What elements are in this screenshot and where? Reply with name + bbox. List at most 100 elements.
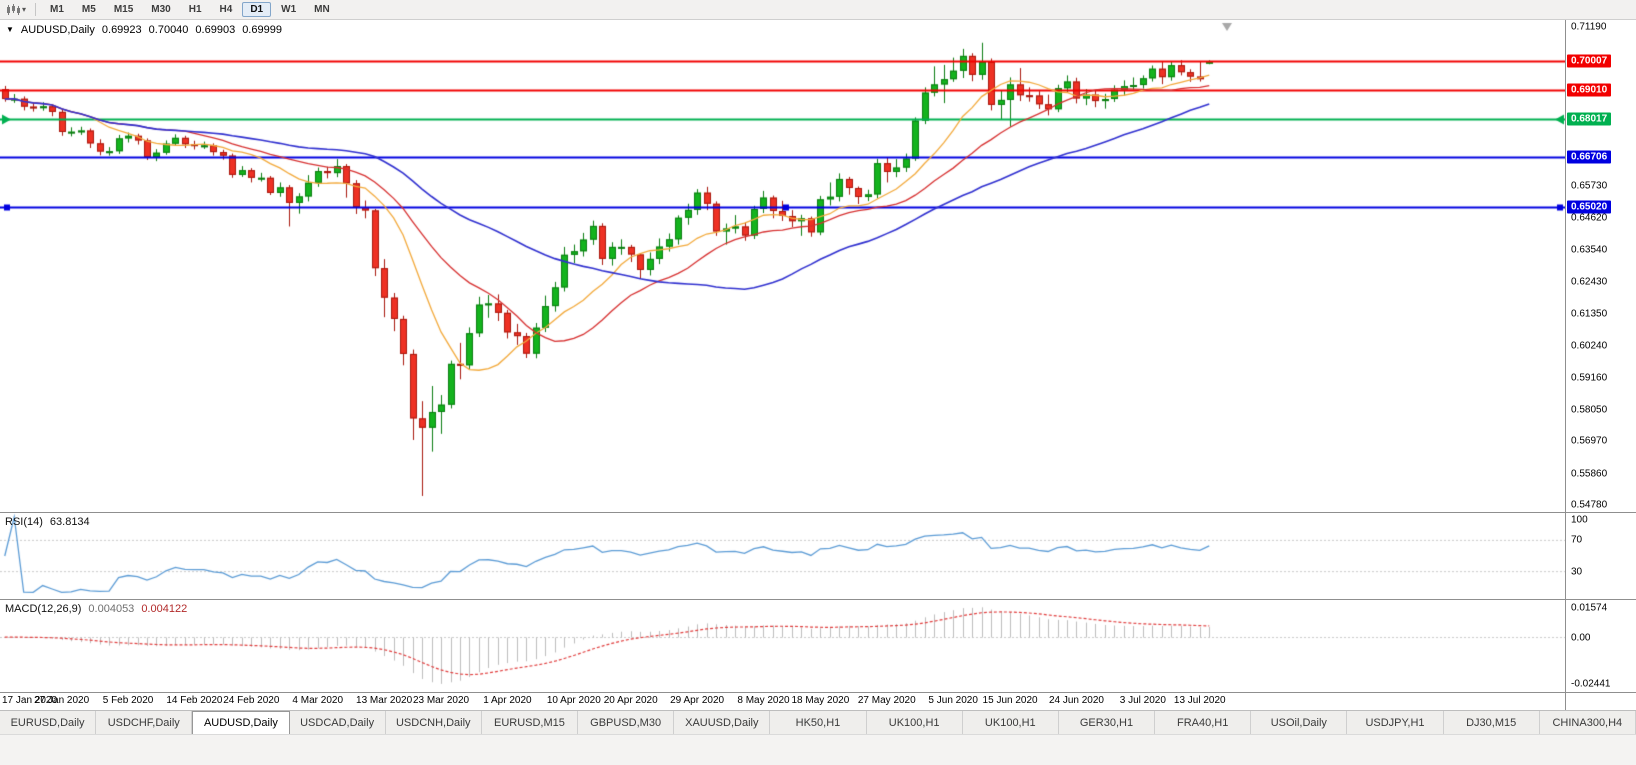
- tab-usdjpy-h1[interactable]: USDJPY,H1: [1347, 711, 1444, 734]
- date-label: 4 Mar 2020: [292, 695, 344, 706]
- macd-zero-label: 0.00: [1571, 632, 1591, 643]
- tab-fra40-h1[interactable]: FRA40,H1: [1155, 711, 1252, 734]
- price-level-badge: 0.70007: [1567, 54, 1612, 68]
- date-label: 5 Jun 2020: [928, 695, 978, 706]
- timeframe-button-mn[interactable]: MN: [314, 4, 330, 15]
- price-tick-label: 0.54780: [1571, 499, 1608, 511]
- date-label: 24 Jun 2020: [1048, 695, 1104, 706]
- price-tick-label: 0.55860: [1571, 468, 1608, 480]
- price-tick-label: 0.59160: [1571, 372, 1608, 384]
- date-label: 27 Jan 2020: [34, 695, 90, 706]
- macd-main-value: 0.004053: [88, 603, 135, 615]
- chart-marker-icon: ▼: [6, 25, 14, 34]
- rsi-panel: RSI(14) 63.8134 100 70 30: [0, 512, 1636, 599]
- price-level-badge: 0.69010: [1567, 83, 1612, 97]
- tab-usdcnh-daily[interactable]: USDCNH,Daily: [386, 711, 482, 734]
- status-bar: [0, 734, 1636, 765]
- time-axis[interactable]: 17 Jan 2020 27 Jan 2020 5 Feb 2020 14 Feb 2…: [0, 692, 1636, 710]
- tab-usoil-daily[interactable]: USOil,Daily: [1251, 711, 1348, 734]
- rsi-level-label: 100: [1571, 514, 1588, 526]
- tab-ger30-h1[interactable]: GER30,H1: [1059, 711, 1156, 734]
- date-label: 13 Jul 2020: [1173, 695, 1226, 706]
- price-level-badge: 0.65020: [1567, 200, 1612, 214]
- macd-axis[interactable]: 0.01574 0.00 -0.02441: [1565, 600, 1636, 692]
- ohlc-open-value: 0.69923: [101, 24, 142, 36]
- tab-china300-h4[interactable]: CHINA300,H4: [1540, 711, 1636, 734]
- tab-eurusd-m15[interactable]: EURUSD,M15: [482, 711, 579, 734]
- rsi-level-label: 30: [1571, 566, 1583, 578]
- price-tick-label: 0.58050: [1571, 404, 1608, 416]
- date-label: 13 Mar 2020: [356, 695, 413, 706]
- ohlc-high-value: 0.70040: [148, 24, 189, 36]
- date-label: 17 Jan 2020: [2, 695, 58, 706]
- date-label: 29 Apr 2020: [670, 695, 725, 706]
- candlestick-chart-icon: [6, 3, 20, 16]
- rsi-label: RSI(14) 63.8134: [5, 516, 90, 528]
- macd-bottom-label: -0.02441: [1571, 678, 1611, 690]
- main-chart-panel: ▼ AUDUSD,Daily 0.69923 0.70040 0.69903 0…: [0, 20, 1636, 512]
- tab-uk100-h1[interactable]: UK100,H1: [963, 711, 1059, 734]
- tab-xauusd-daily[interactable]: XAUUSD,Daily: [674, 711, 771, 734]
- tab-uk100-h1[interactable]: UK100,H1: [867, 711, 963, 734]
- date-label: 14 Feb 2020: [166, 695, 223, 706]
- tab-audusd-daily[interactable]: AUDUSD,Daily: [192, 711, 290, 734]
- timeframe-button-d1[interactable]: D1: [242, 2, 272, 17]
- ohlc-low-value: 0.69903: [195, 24, 236, 36]
- price-tick-label: 0.64620: [1571, 212, 1608, 224]
- date-label: 3 Jul 2020: [1119, 695, 1166, 706]
- date-label: 15 Jun 2020: [982, 695, 1038, 706]
- macd-panel: MACD(12,26,9) 0.004053 0.004122 0.01574 0…: [0, 599, 1636, 692]
- axis-corner: [1565, 693, 1636, 710]
- top-toolbar: ▾ M1 M5 M15 M30 H1 H4 D1 W1 MN: [0, 0, 1636, 20]
- price-tick-label: 0.60240: [1571, 340, 1608, 352]
- tab-hk50-h1[interactable]: HK50,H1: [770, 711, 867, 734]
- ohlc-close-value: 0.69999: [242, 24, 282, 36]
- chart-window: ▼ AUDUSD,Daily 0.69923 0.70040 0.69903 0…: [0, 20, 1636, 710]
- toolbar-separator: [35, 3, 37, 16]
- price-tick-label: 0.62430: [1571, 276, 1608, 288]
- tab-dj30-m15[interactable]: DJ30,M15: [1444, 711, 1540, 734]
- chart-type-button[interactable]: ▾: [2, 3, 30, 17]
- date-label: 20 Apr 2020: [603, 695, 658, 706]
- date-label: 1 Apr 2020: [483, 695, 532, 706]
- price-tick-label: 0.61350: [1571, 308, 1608, 320]
- price-chart-canvas[interactable]: [0, 20, 1566, 512]
- timeframe-button-h1[interactable]: H1: [188, 4, 202, 15]
- timeframe-button-m5[interactable]: M5: [81, 4, 96, 15]
- date-label: 24 Feb 2020: [223, 695, 280, 706]
- timeframe-button-m30[interactable]: M30: [151, 4, 171, 15]
- price-tick-label: 0.63540: [1571, 244, 1608, 256]
- price-axis[interactable]: 0.71190 0.65730 0.64620 0.63540 0.62430 0.613…: [1565, 20, 1636, 512]
- tab-usdcad-daily[interactable]: USDCAD,Daily: [290, 711, 386, 734]
- rsi-value: 63.8134: [49, 516, 90, 528]
- timeframe-button-w1[interactable]: W1: [281, 4, 297, 15]
- chart-ohlc-header: ▼ AUDUSD,Daily 0.69923 0.70040 0.69903 0…: [6, 24, 282, 36]
- timeframe-group: M1 M5 M15 M30 H1 H4 D1 W1 MN: [41, 2, 339, 17]
- timeframe-button-m1[interactable]: M1: [50, 4, 64, 15]
- macd-top-label: 0.01574: [1571, 602, 1608, 614]
- date-label: 8 May 2020: [737, 695, 790, 706]
- tab-eurusd-daily[interactable]: EURUSD,Daily: [0, 711, 97, 734]
- rsi-name: RSI(14): [5, 516, 43, 528]
- macd-label: MACD(12,26,9) 0.004053 0.004122: [5, 603, 187, 615]
- macd-canvas[interactable]: [0, 600, 1566, 692]
- price-tick-label: 0.65730: [1571, 180, 1608, 192]
- chevron-down-icon: ▾: [22, 4, 27, 14]
- rsi-level-label: 70: [1571, 534, 1583, 546]
- rsi-axis[interactable]: 100 70 30: [1565, 513, 1636, 599]
- date-label: 27 May 2020: [857, 695, 916, 706]
- tab-gbpusd-m30[interactable]: GBPUSD,M30: [578, 711, 675, 734]
- timeframe-button-m15[interactable]: M15: [113, 4, 134, 15]
- rsi-canvas[interactable]: [0, 513, 1566, 599]
- date-label: 23 Mar 2020: [412, 695, 470, 706]
- timeframe-button-h4[interactable]: H4: [219, 4, 233, 15]
- date-label: 10 Apr 2020: [546, 695, 601, 706]
- chart-tab-bar: EURUSD,Daily USDCHF,Daily AUDUSD,Daily USDC…: [0, 710, 1636, 734]
- date-label: 18 May 2020: [791, 695, 850, 706]
- chart-symbol-label: AUDUSD,Daily: [20, 24, 95, 36]
- price-level-badge: 0.68017: [1567, 112, 1612, 126]
- price-level-badge: 0.66706: [1567, 150, 1612, 164]
- price-tick-label: 0.56970: [1571, 435, 1608, 447]
- tab-usdchf-daily[interactable]: USDCHF,Daily: [96, 711, 193, 734]
